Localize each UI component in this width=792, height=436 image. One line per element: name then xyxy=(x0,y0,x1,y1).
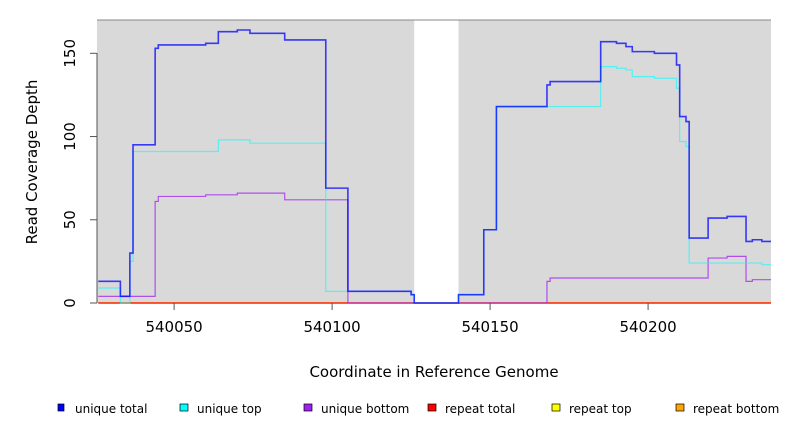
legend-swatch-repeat-top xyxy=(551,403,561,412)
legend-label: repeat bottom xyxy=(693,402,779,416)
series-lines xyxy=(98,29,771,304)
x-tick-label: 540100 xyxy=(303,318,360,336)
legend-label: unique total xyxy=(75,402,147,416)
shaded-region xyxy=(458,20,771,303)
x-tick-label: 540200 xyxy=(619,318,676,336)
legend-swatch-unique-total xyxy=(57,403,65,412)
y-tick-label: 0 xyxy=(61,298,79,308)
x-axis-label: Coordinate in Reference Genome xyxy=(309,363,558,381)
series-line-unique-total xyxy=(98,29,771,304)
x-tick-label: 540050 xyxy=(145,318,202,336)
y-tick-label: 50 xyxy=(61,210,79,229)
x-tick-label: 540150 xyxy=(461,318,518,336)
x-axis-ticks: 540050 540100 540150 540200 xyxy=(145,303,677,336)
y-axis-ticks: 0 50 100 150 xyxy=(61,39,97,308)
legend-swatch-repeat-bottom xyxy=(675,403,685,412)
series-line-unique-bottom xyxy=(98,192,771,304)
y-tick-label: 100 xyxy=(61,122,79,151)
shaded-region xyxy=(97,20,415,303)
shaded-regions xyxy=(97,20,771,303)
legend-label: repeat total xyxy=(445,402,515,416)
legend-label: unique bottom xyxy=(321,402,409,416)
legend-swatch-unique-bottom xyxy=(303,403,313,412)
legend-swatch-repeat-total xyxy=(427,403,437,412)
legend-label: repeat top xyxy=(569,402,632,416)
y-axis-label: Read Coverage Depth xyxy=(23,80,41,245)
y-tick-label: 150 xyxy=(61,39,79,68)
legend: unique total unique top unique bottom repea… xyxy=(57,402,779,416)
legend-swatch-unique-top xyxy=(179,403,189,412)
legend-label: unique top xyxy=(197,402,262,416)
